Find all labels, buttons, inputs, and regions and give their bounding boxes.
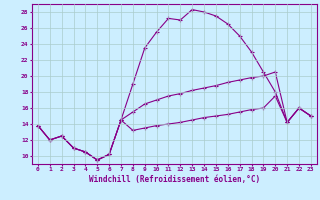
X-axis label: Windchill (Refroidissement éolien,°C): Windchill (Refroidissement éolien,°C) (89, 175, 260, 184)
